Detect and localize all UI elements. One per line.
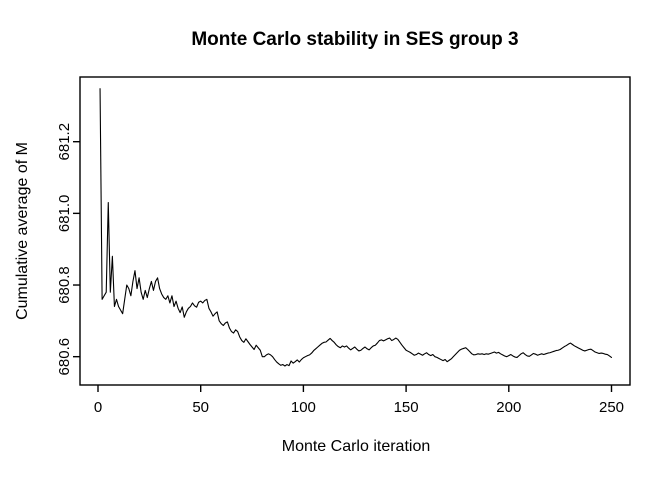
plot-border <box>79 76 631 386</box>
y-tick-label: 680.6 <box>56 338 73 376</box>
x-tick-label: 50 <box>192 399 209 416</box>
axes-layer: 0 50 100 150 200 250 680.6 680.8 681.0 681.2 <box>56 76 631 416</box>
y-tick-label: 681.0 <box>56 195 73 233</box>
x-tick-label: 200 <box>496 399 521 416</box>
x-tick-label: 250 <box>599 399 624 416</box>
x-tick-label: 150 <box>394 399 419 416</box>
series-layer <box>99 88 613 367</box>
y-axis-label: Cumulative average of M <box>14 142 31 320</box>
x-tick-label: 0 <box>94 399 102 416</box>
x-axis-label: Monte Carlo iteration <box>282 438 431 455</box>
x-tick-label: 100 <box>291 399 316 416</box>
y-tick-label: 681.2 <box>56 123 73 161</box>
y-tick-label: 680.8 <box>56 266 73 304</box>
chart-title: Monte Carlo stability in SES group 3 <box>191 29 518 50</box>
data-line-series <box>99 88 613 367</box>
